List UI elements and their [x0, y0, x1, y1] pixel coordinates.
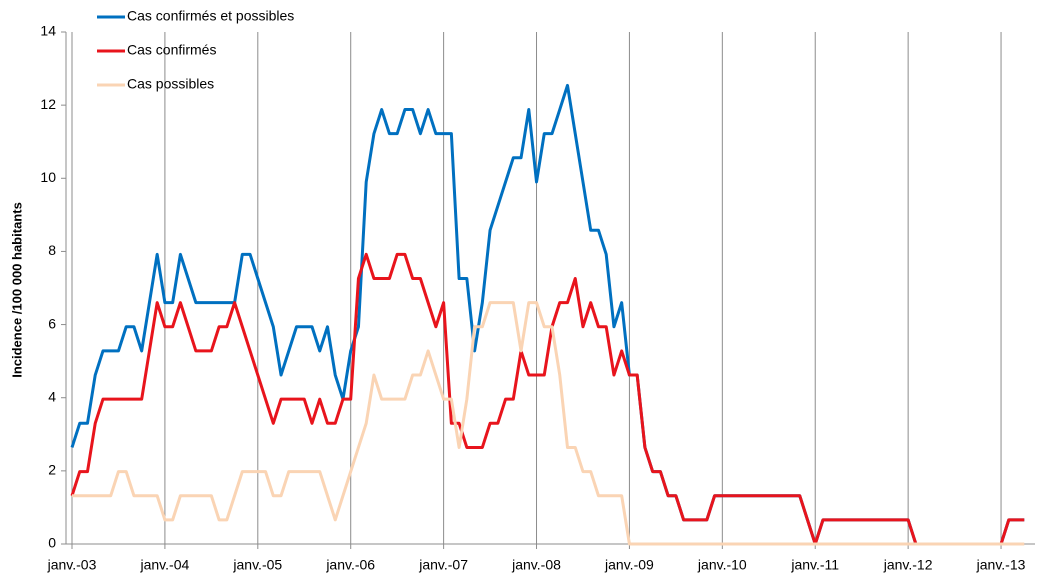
series-line — [70, 83, 1025, 546]
x-tick-label: janv.-08 — [511, 557, 561, 573]
x-tick-label: janv.-13 — [976, 557, 1026, 573]
y-tick-label: 8 — [48, 242, 56, 258]
y-axis-label: Incidence /100 000 habitants — [9, 202, 24, 378]
y-tick-label: 12 — [40, 96, 56, 112]
x-tick-label: janv.-07 — [418, 557, 468, 573]
y-tick-label: 14 — [40, 23, 56, 39]
x-tick-label: janv.-09 — [604, 557, 654, 573]
legend-label: Cas confirmés et possibles — [127, 8, 294, 24]
x-tick-label: janv.-12 — [883, 557, 933, 573]
y-tick-label: 2 — [48, 462, 56, 478]
y-tick-label: 10 — [40, 169, 56, 185]
series-line — [72, 301, 1025, 546]
x-tick-label: janv.-04 — [140, 557, 190, 573]
x-tick-label: janv.-06 — [325, 557, 375, 573]
y-tick-label: 0 — [48, 535, 56, 551]
legend-label: Cas confirmés — [127, 42, 216, 58]
series-line — [70, 252, 1025, 546]
y-tick-label: 6 — [48, 315, 56, 331]
legend-label: Cas possibles — [127, 76, 214, 92]
x-tick-label: janv.-05 — [232, 557, 282, 573]
x-tick-label: janv.-03 — [47, 557, 97, 573]
y-tick-label: 4 — [48, 388, 56, 404]
x-tick-label: janv.-11 — [790, 557, 839, 573]
x-tick-label: janv.-10 — [697, 557, 747, 573]
